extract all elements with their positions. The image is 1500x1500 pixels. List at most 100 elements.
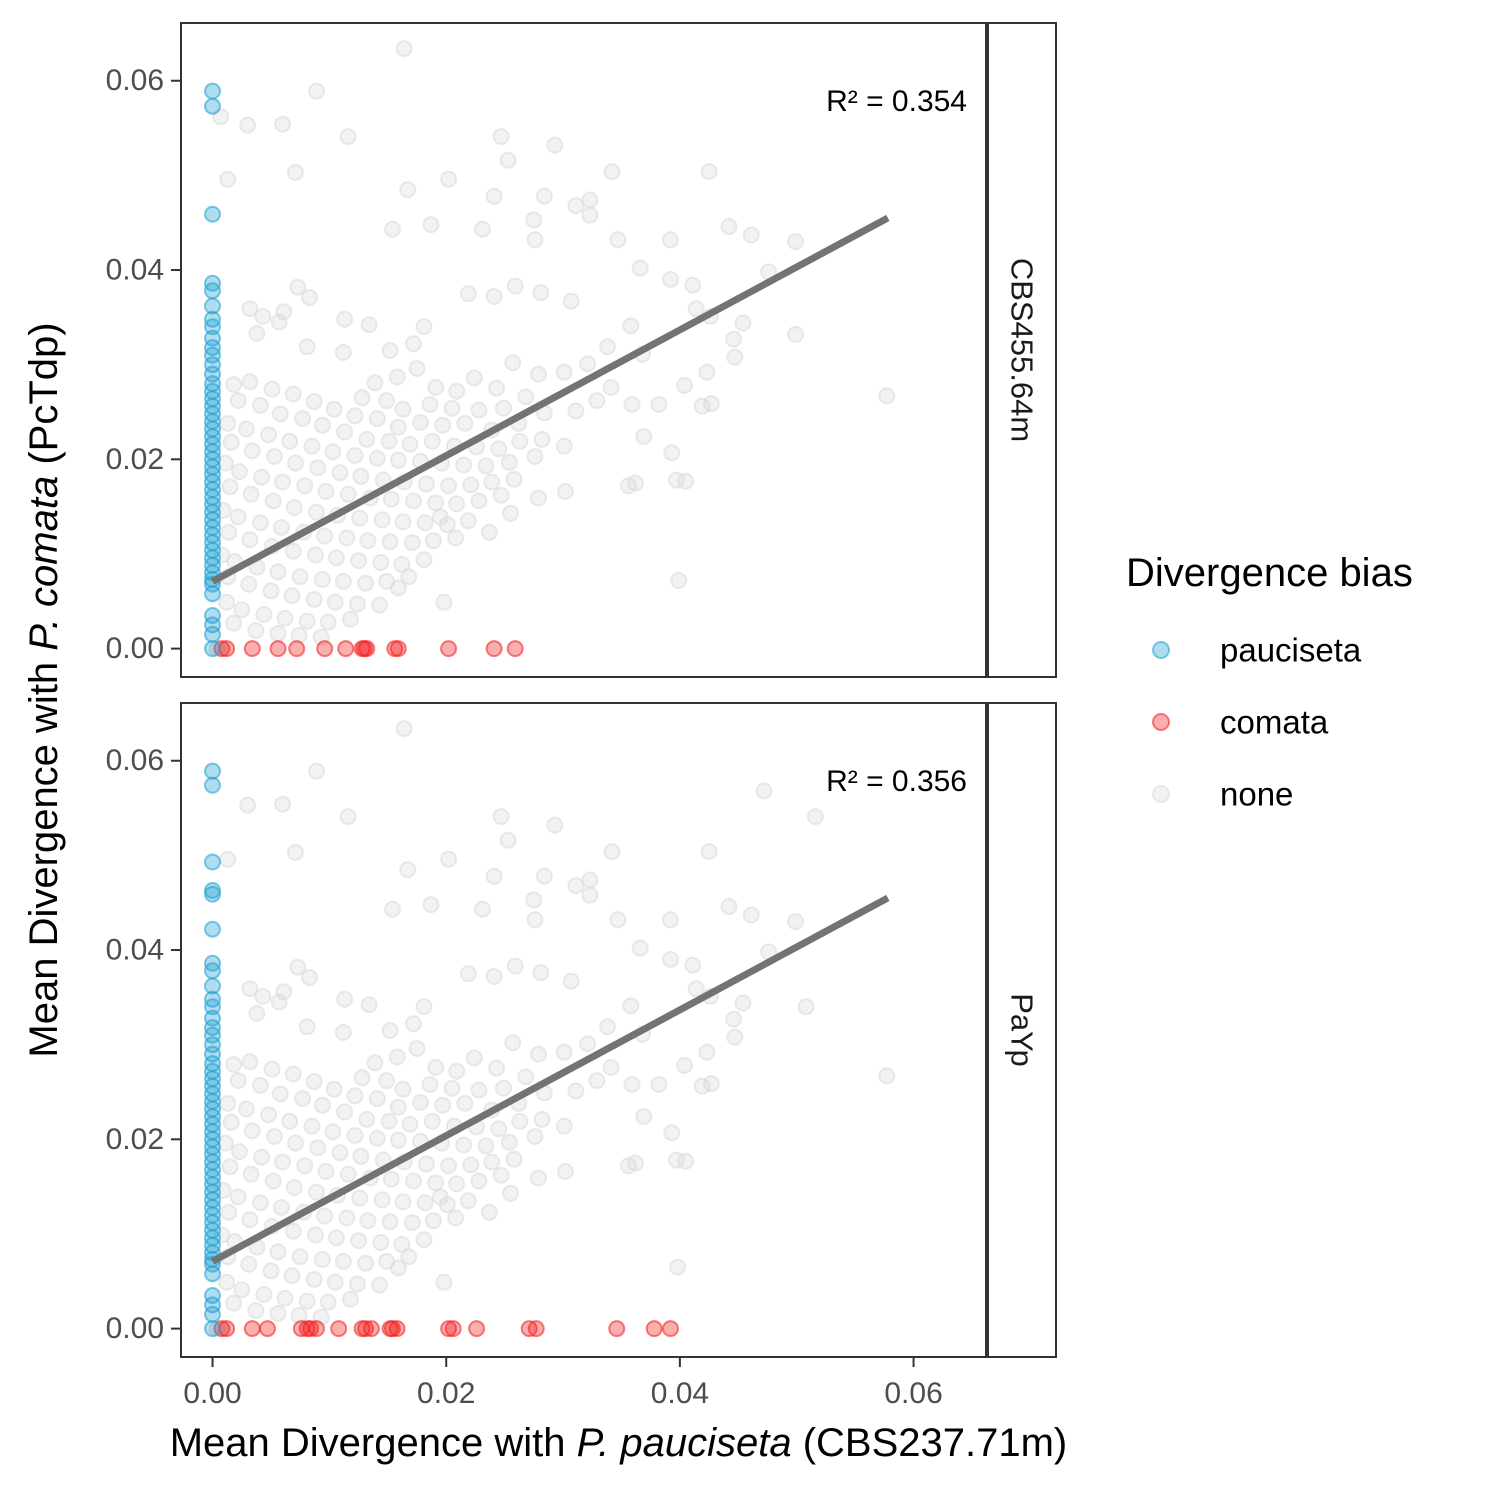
data-point-none xyxy=(229,1072,247,1090)
data-point-pauciseta xyxy=(204,920,221,938)
data-point-none xyxy=(787,325,805,343)
data-point-none xyxy=(241,1053,259,1071)
data-point-none xyxy=(623,395,641,413)
data-point-none xyxy=(294,1090,311,1108)
data-point-none xyxy=(480,523,498,541)
data-point-none xyxy=(465,1049,483,1067)
data-point-none xyxy=(485,968,503,985)
data-point-none xyxy=(416,514,434,532)
data-point-none xyxy=(284,1222,302,1240)
data-point-pauciseta xyxy=(204,962,221,980)
data-point-none xyxy=(500,453,518,471)
data-point-none xyxy=(662,271,679,288)
data-point-none xyxy=(334,343,352,361)
data-point-none xyxy=(372,554,390,571)
regression-line xyxy=(210,214,890,585)
data-point-comata xyxy=(440,640,458,658)
data-point-none xyxy=(555,1043,573,1061)
data-point-none xyxy=(415,1231,433,1249)
data-point-pauciseta xyxy=(204,318,221,336)
data-point-none xyxy=(284,1065,302,1083)
data-point-none xyxy=(726,348,744,366)
data-point-none xyxy=(325,1080,343,1098)
data-point-none xyxy=(504,1034,522,1052)
data-point-none xyxy=(526,231,544,249)
data-point-none xyxy=(388,1048,406,1066)
data-point-none xyxy=(581,206,599,224)
data-point-none xyxy=(313,1251,331,1268)
data-point-none xyxy=(447,529,465,547)
data-point-none xyxy=(230,1143,248,1161)
data-point-none xyxy=(287,1134,304,1152)
data-point-none xyxy=(298,1292,316,1310)
data-point-none xyxy=(470,492,488,510)
data-point-none xyxy=(530,489,547,507)
data-point-none xyxy=(281,432,299,450)
data-point-none xyxy=(254,307,272,325)
data-point-none xyxy=(567,877,585,895)
y-tick-label: 0.02 xyxy=(106,443,164,476)
data-point-none xyxy=(878,387,896,405)
data-point-none xyxy=(394,1080,412,1098)
data-point-none xyxy=(581,191,599,209)
data-point-none xyxy=(240,575,258,593)
data-point-pauciseta xyxy=(204,625,221,643)
data-point-none xyxy=(417,475,435,493)
data-point-none xyxy=(350,1232,368,1250)
data-point-none xyxy=(408,360,426,377)
data-point-none xyxy=(305,393,323,411)
data-point-none xyxy=(502,504,519,522)
data-point-none xyxy=(334,572,352,590)
data-point-none xyxy=(448,495,466,513)
data-point-none xyxy=(219,414,237,432)
data-point-comata xyxy=(506,640,524,658)
data-point-none xyxy=(225,614,243,632)
data-point-none xyxy=(389,451,407,469)
data-point-none xyxy=(755,782,773,800)
data-point-none xyxy=(403,534,421,552)
data-point-none xyxy=(473,900,491,918)
data-point-none xyxy=(399,861,417,879)
data-point-none xyxy=(567,402,585,420)
data-point-none xyxy=(483,1153,501,1171)
data-point-none xyxy=(305,1270,323,1288)
data-point-none xyxy=(525,891,543,909)
data-point-none xyxy=(336,1103,354,1121)
data-point-none xyxy=(346,447,364,464)
data-point-none xyxy=(339,485,357,503)
data-point-none xyxy=(334,1252,352,1270)
data-point-none xyxy=(270,993,288,1011)
data-point-none xyxy=(389,1131,407,1149)
data-point-none xyxy=(470,1081,488,1099)
data-point-none xyxy=(338,529,356,547)
data-point-none xyxy=(456,414,474,432)
data-point-none xyxy=(237,1100,255,1118)
data-point-none xyxy=(346,1127,364,1144)
data-point-none xyxy=(291,1248,309,1266)
data-point-none xyxy=(336,423,354,441)
data-point-none xyxy=(725,1010,743,1028)
data-point-none xyxy=(447,1209,465,1227)
data-point-none xyxy=(338,1209,356,1227)
data-point-none xyxy=(455,1136,473,1154)
x-tick-label: 0.02 xyxy=(417,1377,475,1410)
x-tick-label: 0.04 xyxy=(651,1377,709,1410)
data-point-none xyxy=(274,473,292,491)
data-point-none xyxy=(230,463,248,481)
data-point-none xyxy=(378,1252,396,1270)
data-point-comata xyxy=(218,640,236,658)
data-point-none xyxy=(663,444,681,462)
data-point-comata xyxy=(218,1320,236,1338)
data-point-none xyxy=(222,1113,240,1131)
data-point-none xyxy=(368,1090,386,1108)
data-point-none xyxy=(504,354,522,372)
data-point-none xyxy=(448,1175,466,1193)
data-point-none xyxy=(455,456,473,474)
data-point-none xyxy=(298,1018,316,1036)
data-point-none xyxy=(309,459,327,477)
data-point-none xyxy=(301,289,318,306)
data-point-none xyxy=(698,363,716,381)
data-point-none xyxy=(283,1267,301,1285)
data-point-none xyxy=(405,492,422,510)
